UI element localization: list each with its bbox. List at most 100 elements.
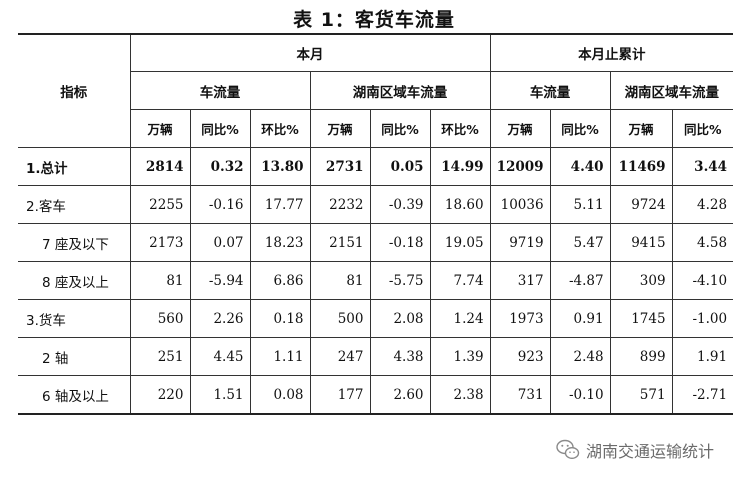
table-cell: 1973 (489, 299, 551, 338)
table-cell: -5.94 (189, 261, 251, 300)
table-cell: 4.38 (369, 337, 431, 376)
table-cell: 309 (609, 261, 673, 300)
table-cell: 9415 (609, 223, 673, 262)
table-title: 表 1：客货车流量 (293, 9, 455, 31)
table-cell: 0.32 (189, 147, 251, 186)
table-cell: -0.16 (189, 185, 251, 224)
table-cell: 4.40 (549, 147, 611, 186)
table-cell: 3.44 (671, 147, 734, 186)
table-cell: 7.74 (429, 261, 491, 300)
unit-mom: 环比% (249, 109, 311, 148)
table-cell: 81 (309, 261, 371, 300)
table-cell: 2.38 (429, 375, 491, 415)
table-cell: -5.75 (369, 261, 431, 300)
unit-vehicles: 万辆 (130, 109, 191, 148)
table-cell: 923 (489, 337, 551, 376)
table-cell: 9724 (609, 185, 673, 224)
watermark-text: 湖南交通运输统计 (586, 442, 715, 461)
table-row: 2 轴 251 4.45 1.11 247 4.38 1.39 923 2.48 899 1.91 (18, 337, 734, 376)
table-cell: 4.45 (189, 337, 251, 376)
table-cell: 247 (309, 337, 371, 376)
table-cell: -1.00 (671, 299, 734, 338)
indicator-header: 指标 (18, 33, 131, 148)
table-cell: 12009 (489, 147, 551, 186)
traffic-table: 指标 本月 本月止累计 车流量 湖南区域车流量 车流量 湖南区域车流量 万辆 同… (18, 33, 734, 415)
table-cell: 220 (129, 375, 191, 415)
row-label: 2 轴 (18, 337, 131, 376)
table-cell: 5.47 (549, 223, 611, 262)
table-cell: 18.23 (249, 223, 311, 262)
table-cell: 19.05 (429, 223, 491, 262)
table-cell: 731 (489, 375, 551, 415)
row-label: 8 座及以上 (18, 261, 131, 300)
table-cell: 2.60 (369, 375, 431, 415)
table-cell: 571 (609, 375, 673, 415)
table-cell: 1.39 (429, 337, 491, 376)
table-cell: 4.58 (671, 223, 734, 262)
table-cell: -2.71 (671, 375, 734, 415)
table-cell: 6.86 (249, 261, 311, 300)
table-cell: 2731 (309, 147, 371, 186)
row-label: 1.总计 (18, 147, 131, 186)
unit-vehicles: 万辆 (309, 109, 371, 148)
table-cell: 81 (129, 261, 191, 300)
row-label: 6 轴及以上 (18, 375, 131, 415)
table-cell: 1.91 (671, 337, 734, 376)
table-row: 1.总计 2814 0.32 13.80 2731 0.05 14.99 12009 4.40 1… (18, 147, 734, 186)
table-cell: 5.11 (549, 185, 611, 224)
table-cell: 500 (309, 299, 371, 338)
table-cell: 2151 (309, 223, 371, 262)
table-cell: 10036 (489, 185, 551, 224)
table-cell: 251 (129, 337, 191, 376)
row-label: 2.客车 (18, 185, 131, 224)
table-cell: -0.18 (369, 223, 431, 262)
table-cell: 1745 (609, 299, 673, 338)
cum-hunan-traffic-header: 湖南区域车流量 (609, 71, 734, 110)
table-cell: 560 (129, 299, 191, 338)
table-cell: -0.10 (549, 375, 611, 415)
this-month-header: 本月 (129, 33, 491, 72)
table-cell: 177 (309, 375, 371, 415)
table-cell: 14.99 (429, 147, 491, 186)
row-label: 7 座及以下 (18, 223, 131, 262)
table-cell: -4.87 (549, 261, 611, 300)
table-cell: 2173 (129, 223, 191, 262)
table-cell: 2.26 (189, 299, 251, 338)
table-cell: 17.77 (249, 185, 311, 224)
table-cell: 0.05 (369, 147, 431, 186)
table-row: 8 座及以上 81 -5.94 6.86 81 -5.75 7.74 317 -4.87 309-… (18, 261, 734, 300)
table-row: 3.货车 560 2.26 0.18 500 2.08 1.24 1973 0.91 1745 -1… (18, 299, 734, 338)
table-cell: 0.18 (249, 299, 311, 338)
unit-mom: 环比% (429, 109, 491, 148)
wechat-icon (556, 439, 580, 460)
unit-yoy: 同比% (671, 109, 734, 148)
table-cell: 2814 (129, 147, 191, 186)
table-cell: -0.39 (369, 185, 431, 224)
table-cell: 11469 (609, 147, 673, 186)
unit-yoy: 同比% (549, 109, 611, 148)
table-cell: -4.10 (671, 261, 734, 300)
table-cell: 317 (489, 261, 551, 300)
table-cell: 0.91 (549, 299, 611, 338)
month-traffic-header: 车流量 (130, 71, 311, 110)
table-cell: 1.11 (249, 337, 311, 376)
table-cell: 2.08 (369, 299, 431, 338)
unit-yoy: 同比% (189, 109, 251, 148)
cumulative-header: 本月止累计 (489, 33, 734, 72)
table-cell: 0.07 (189, 223, 251, 262)
table-cell: 13.80 (249, 147, 311, 186)
table-cell: 4.28 (671, 185, 734, 224)
row-label: 3.货车 (18, 299, 131, 338)
unit-yoy: 同比% (369, 109, 431, 148)
table-cell: 9719 (489, 223, 551, 262)
month-hunan-traffic-header: 湖南区域车流量 (309, 71, 491, 110)
table-row: 6 轴及以上 220 1.51 0.08 177 2.60 2.38 731 -0.10 571-… (18, 375, 734, 415)
table-cell: 899 (609, 337, 673, 376)
table-cell: 18.60 (429, 185, 491, 224)
unit-vehicles: 万辆 (609, 109, 673, 148)
watermark: 湖南交通运输统计 (556, 438, 714, 462)
table-cell: 2.48 (549, 337, 611, 376)
table-row: 2.客车 2255 -0.16 17.77 2232 -0.39 18.60 10036 5.1… (18, 185, 734, 224)
table-cell: 1.51 (189, 375, 251, 415)
table-cell: 2255 (129, 185, 191, 224)
